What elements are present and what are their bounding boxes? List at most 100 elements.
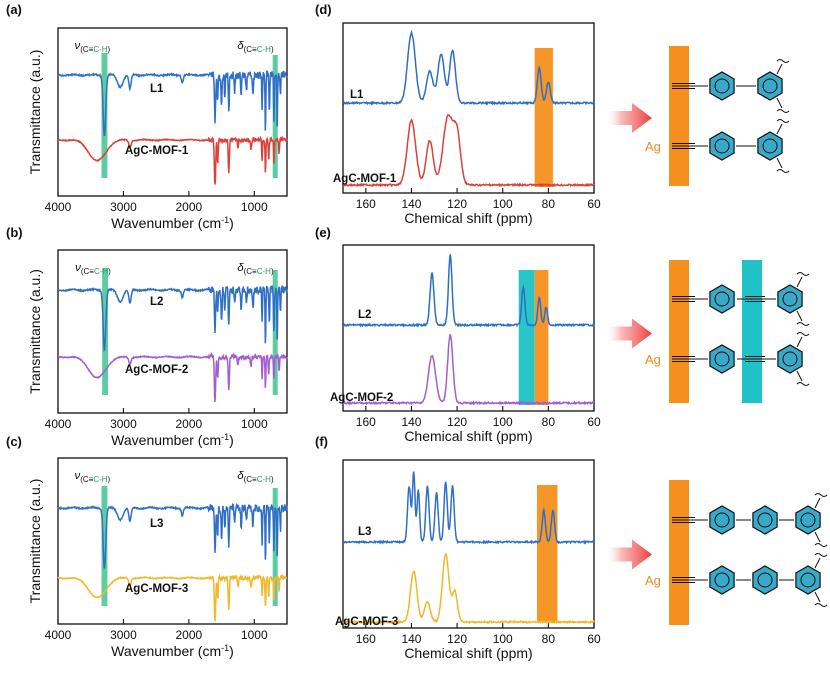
panel-d-series-ligand: [342, 29, 595, 106]
panel-e-series-ligand: [342, 254, 595, 328]
panel-b-tick-label: 4000: [45, 417, 72, 431]
benzene-ring: [709, 565, 735, 595]
structure-3: Ag: [605, 480, 828, 625]
benzene-ring-inner: [762, 138, 778, 154]
benzene-ring-inner: [782, 291, 798, 307]
alkyne-highlight-bar: [669, 480, 689, 625]
panel-d-band-0: [534, 48, 553, 187]
benzene-ring: [757, 71, 783, 101]
panel-b-series-mof: [57, 351, 288, 403]
panel-f-frame: [342, 459, 595, 629]
substituent-bond: [814, 557, 821, 569]
panel-c-axes: 4000 3000 2000 1000: [45, 457, 288, 642]
benzene-ring: [757, 131, 783, 161]
panel-b-series-label-ligand: L2: [150, 296, 163, 308]
panel-c-band-label: δ(C≡C-H): [237, 470, 274, 484]
panel-c-tick-label: 4000: [45, 628, 72, 642]
wavy-bond: [776, 169, 790, 173]
benzene-ring: [777, 344, 803, 374]
panel-b-y-axis-title: Transmittance (a.u.): [27, 269, 43, 394]
internal-alkyne-highlight-bar: [742, 260, 762, 403]
panel-b-band-label: ν(C≡C-H): [75, 262, 111, 276]
benzene-ring-inner: [714, 138, 730, 154]
panel-f-label: (f): [315, 434, 328, 449]
panel-a-band-nu: [101, 53, 108, 178]
panel-c-tick-label: 1000: [241, 628, 268, 642]
panel-c-series-label-ligand: L3: [150, 518, 163, 530]
benzene-ring-inner: [714, 572, 730, 588]
panel-f-tick-label: 100: [493, 632, 513, 646]
substituent-bond: [796, 310, 803, 322]
panel-e-band-0: [518, 270, 535, 405]
panel-e-tick-label: 120: [447, 415, 467, 429]
panel-a-label: (a): [6, 2, 22, 17]
panel-a-series-label-ligand: L1: [150, 83, 164, 95]
benzene-ring: [709, 131, 735, 161]
benzene-ring: [795, 505, 821, 535]
panel-d-tick-label: 160: [356, 197, 376, 211]
wavy-bond: [776, 59, 790, 63]
benzene-ring-inner: [800, 512, 816, 528]
panel-d-tick-label: 120: [447, 197, 467, 211]
panel-f-tick-label: 80: [542, 632, 556, 646]
panel-a-tick-label: 1000: [241, 200, 268, 214]
panel-a-band-delta: [272, 55, 278, 178]
panel-e-axes: 160 140 120 100 80 60: [342, 244, 601, 429]
structure-2: Ag: [605, 260, 810, 403]
panel-e-label: (e): [315, 225, 331, 240]
panel-b-series-label-mof: AgC-MOF-2: [125, 364, 188, 376]
panel-e-x-axis-title: Chemical shift (ppm): [404, 428, 532, 444]
panel-c-band-label: ν(C≡C-H): [74, 470, 110, 484]
panel-a-x-axis-title: Wavenumber (cm-1): [111, 215, 234, 231]
reaction-arrow: [605, 103, 652, 133]
panel-a-tick-label: 3000: [110, 200, 137, 214]
panel-a-frame: [57, 27, 288, 197]
wavy-bond: [814, 543, 828, 547]
panel-e-band-1: [534, 270, 549, 405]
substituent-bond: [796, 336, 803, 348]
alkyne-highlight-bar: [669, 260, 689, 403]
panel-f-band-0: [536, 485, 558, 622]
panel-e-frame: [342, 244, 595, 412]
panel-d-label: (d): [315, 2, 332, 17]
panel-c-y-axis-title: Transmittance (a.u.): [27, 479, 43, 604]
panel-b-band-delta: [272, 270, 278, 395]
benzene-ring: [795, 565, 821, 595]
wavy-bond: [776, 119, 790, 123]
benzene-ring: [752, 505, 778, 535]
panel-b-tick-label: 2000: [176, 417, 203, 431]
panel-f-series-label-mof: AgC-MOF-3: [335, 616, 398, 628]
panel-c-series-ligand: [57, 502, 288, 569]
panel-d-tick-label: 100: [493, 197, 513, 211]
panel-b-x-axis-title: Wavenumber (cm-1): [111, 432, 234, 448]
panel-e-tick-label: 100: [493, 415, 513, 429]
panel-e-series-label-ligand: L2: [358, 309, 371, 321]
wavy-bond: [814, 553, 828, 557]
wavy-bond: [796, 332, 810, 336]
panel-a-series-ligand: [57, 70, 288, 137]
benzene-ring-inner: [714, 291, 730, 307]
silver-label: Ag: [645, 573, 661, 588]
panel-d-series-label-mof: AgC-MOF-1: [333, 173, 397, 185]
panel-c-band-nu: [101, 486, 108, 606]
wavy-bond: [814, 493, 828, 497]
panel-a-series-label-mof: AgC-MOF-1: [125, 145, 189, 157]
reaction-arrow: [605, 318, 652, 349]
panel-d-x-axis-title: Chemical shift (ppm): [404, 210, 532, 226]
benzene-ring-inner: [757, 572, 773, 588]
benzene-ring-inner: [757, 512, 773, 528]
panel-c-label: (c): [6, 434, 22, 449]
panel-c-x-axis-title: Wavenumber (cm-1): [111, 643, 234, 659]
panel-b-tick-label: 1000: [241, 417, 268, 431]
substituent-bond: [796, 370, 803, 382]
panel-d-series-mof: [342, 114, 595, 188]
wavy-bond: [814, 603, 828, 607]
panel-d-axes: 160 140 120 100 80 60: [342, 22, 601, 211]
panel-b-frame: [57, 249, 288, 414]
benzene-ring: [709, 505, 735, 535]
panel-a-y-axis-title: Transmittance (a.u.): [27, 50, 43, 175]
panel-d-frame: [342, 22, 595, 194]
benzene-ring-inner: [782, 351, 798, 367]
panel-c-frame: [57, 457, 288, 625]
